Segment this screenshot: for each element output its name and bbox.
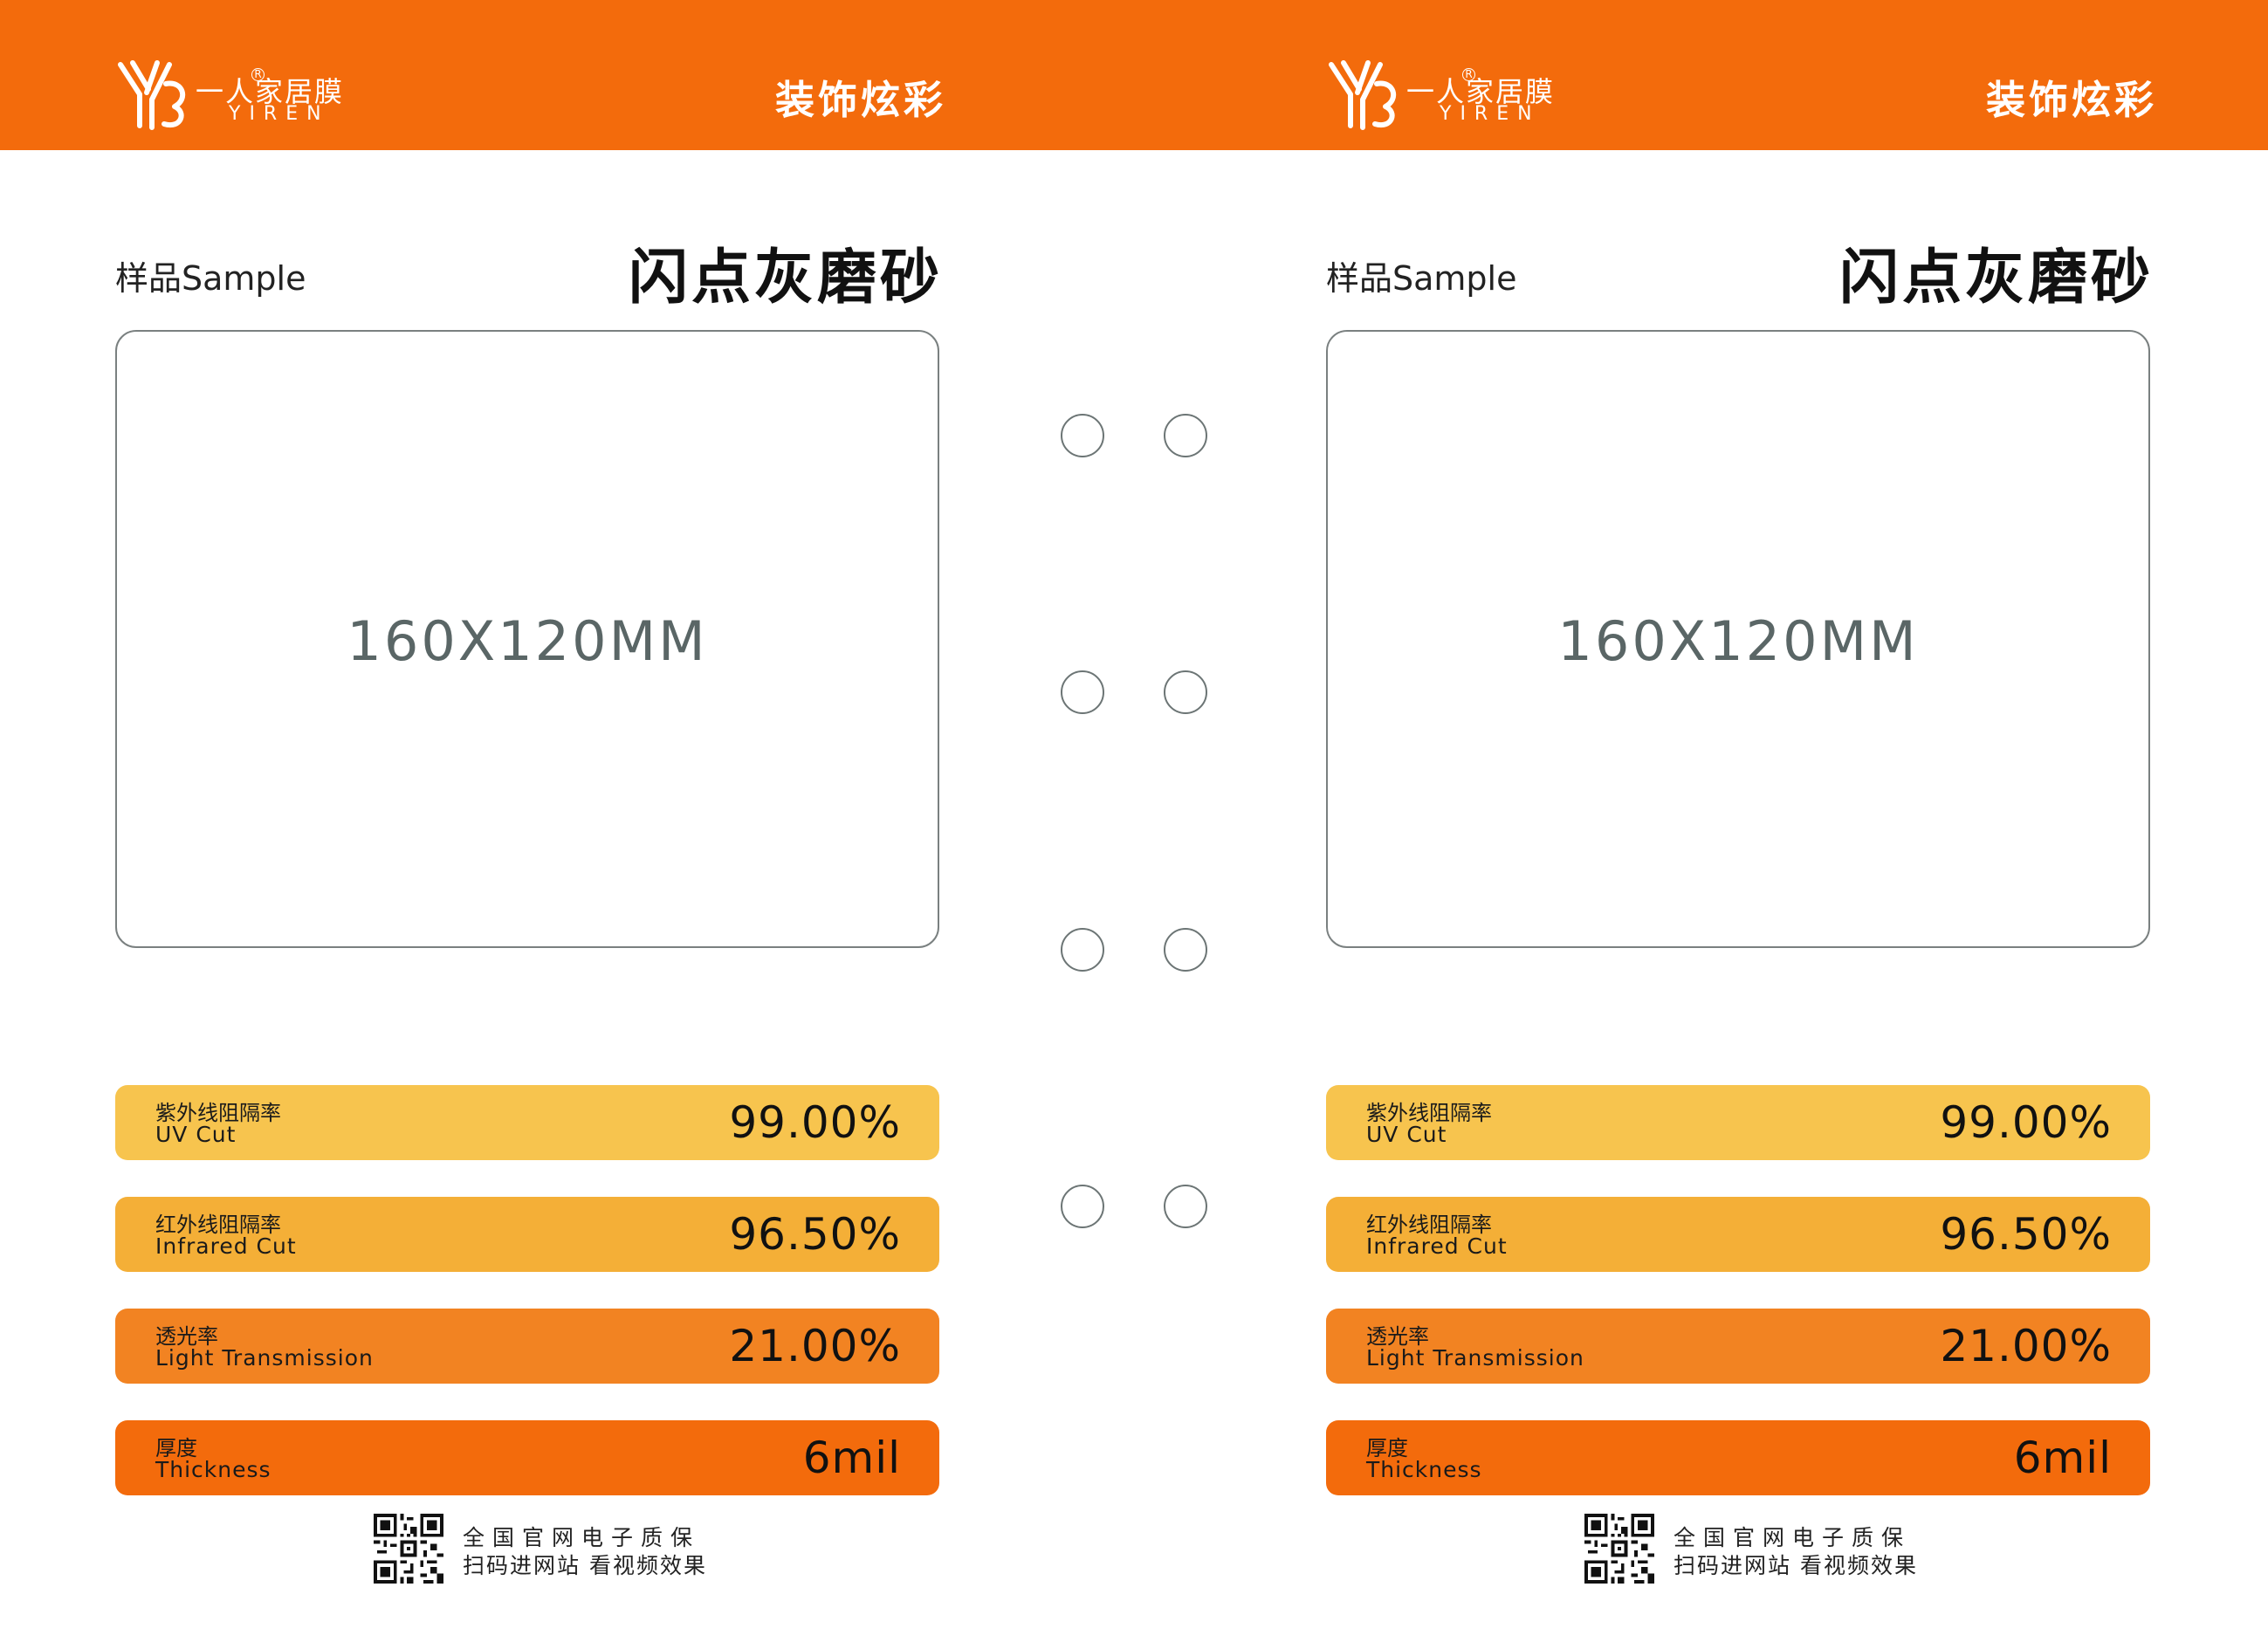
header-band: [0, 0, 2268, 150]
spec-label-cn: 厚度: [155, 1436, 197, 1460]
spec-value: 99.00%: [1940, 1097, 2112, 1148]
spec-label-en: Light Transmission: [1366, 1345, 1584, 1371]
spec-thickness: 厚度 Thickness 6mil: [1326, 1420, 2150, 1495]
spec-infrared-cut: 红外线阻隔率 Infrared Cut 96.50%: [115, 1197, 939, 1272]
punch-hole: [1061, 670, 1104, 714]
sample-label: 样品Sample: [1326, 259, 1517, 298]
punch-hole: [1164, 928, 1207, 972]
spec-label-cn: 厚度: [1366, 1436, 1408, 1460]
qr-code-icon[interactable]: [374, 1514, 443, 1584]
punch-hole: [1164, 1185, 1207, 1228]
spec-label-cn: 透光率: [1366, 1324, 1429, 1349]
punch-hole: [1061, 1185, 1104, 1228]
logo-english-text: YIREN: [229, 103, 330, 125]
logo-chinese-text: 一人家居膜: [196, 75, 345, 108]
spec-value: 96.50%: [729, 1209, 901, 1260]
spec-label-en: UV Cut: [155, 1122, 237, 1147]
spec-label-en: Infrared Cut: [1366, 1233, 1508, 1259]
spec-light-transmission: 透光率 Light Transmission 21.00%: [1326, 1309, 2150, 1384]
qr-code-icon[interactable]: [1584, 1514, 1654, 1584]
brand-logo: 一人家居膜 R YIREN: [113, 54, 375, 141]
scan-instruction-text: 扫码进网站 看视频效果: [463, 1553, 707, 1578]
spec-label-en: Infrared Cut: [155, 1233, 297, 1259]
spec-uv-cut: 紫外线阻隔率 UV Cut 99.00%: [115, 1085, 939, 1160]
spec-value: 6mil: [2013, 1433, 2112, 1483]
punch-hole: [1061, 928, 1104, 972]
warranty-text: 全国官网电子质保: [463, 1525, 701, 1550]
yiren-logo-icon: [118, 60, 186, 130]
sample-dimension: 160X120MM: [347, 609, 708, 673]
spec-label-en: Thickness: [1366, 1457, 1482, 1482]
sample-card-right: 一人家居膜 R YIREN 装饰炫彩 样品Sample 闪点灰磨砂 160X12…: [1211, 0, 2268, 1649]
logo-chinese-text: 一人家居膜: [1406, 75, 1556, 108]
punch-hole: [1164, 414, 1207, 457]
sample-window: 160X120MM: [1326, 330, 2150, 948]
slogan: 装饰炫彩: [1986, 77, 2158, 123]
spec-label-cn: 红外线阻隔率: [1366, 1213, 1492, 1237]
spec-value: 96.50%: [1940, 1209, 2112, 1260]
brand-logo: 一人家居膜 R YIREN: [1324, 54, 1586, 141]
product-name: 闪点灰磨砂: [628, 244, 943, 313]
spec-uv-cut: 紫外线阻隔率 UV Cut 99.00%: [1326, 1085, 2150, 1160]
sample-label: 样品Sample: [115, 259, 306, 298]
sample-window: 160X120MM: [115, 330, 939, 948]
spec-value: 99.00%: [729, 1097, 901, 1148]
registered-mark: R: [251, 68, 265, 81]
registered-mark: R: [1462, 68, 1475, 81]
scan-instruction-text: 扫码进网站 看视频效果: [1674, 1553, 1918, 1578]
spec-label-cn: 透光率: [155, 1324, 218, 1349]
spec-value: 6mil: [802, 1433, 901, 1483]
warranty-text: 全国官网电子质保: [1674, 1525, 1912, 1550]
spec-thickness: 厚度 Thickness 6mil: [115, 1420, 939, 1495]
yiren-logo-icon: [1329, 60, 1397, 130]
spec-infrared-cut: 红外线阻隔率 Infrared Cut 96.50%: [1326, 1197, 2150, 1272]
spec-label-cn: 紫外线阻隔率: [1366, 1101, 1492, 1125]
slogan: 装饰炫彩: [775, 77, 947, 123]
spec-label-cn: 红外线阻隔率: [155, 1213, 281, 1237]
spec-label-en: UV Cut: [1366, 1122, 1447, 1147]
sample-dimension: 160X120MM: [1557, 609, 1919, 673]
punch-hole: [1164, 670, 1207, 714]
spec-light-transmission: 透光率 Light Transmission 21.00%: [115, 1309, 939, 1384]
spec-label-cn: 紫外线阻隔率: [155, 1101, 281, 1125]
spec-label-en: Light Transmission: [155, 1345, 374, 1371]
spec-label-en: Thickness: [155, 1457, 271, 1482]
product-name: 闪点灰磨砂: [1838, 244, 2154, 313]
punch-hole: [1061, 414, 1104, 457]
sample-card-left: 一人家居膜 R YIREN 装饰炫彩 样品Sample 闪点灰磨砂 160X12…: [113, 54, 947, 1584]
spec-value: 21.00%: [729, 1321, 901, 1371]
logo-english-text: YIREN: [1440, 103, 1541, 125]
spec-value: 21.00%: [1940, 1321, 2112, 1371]
